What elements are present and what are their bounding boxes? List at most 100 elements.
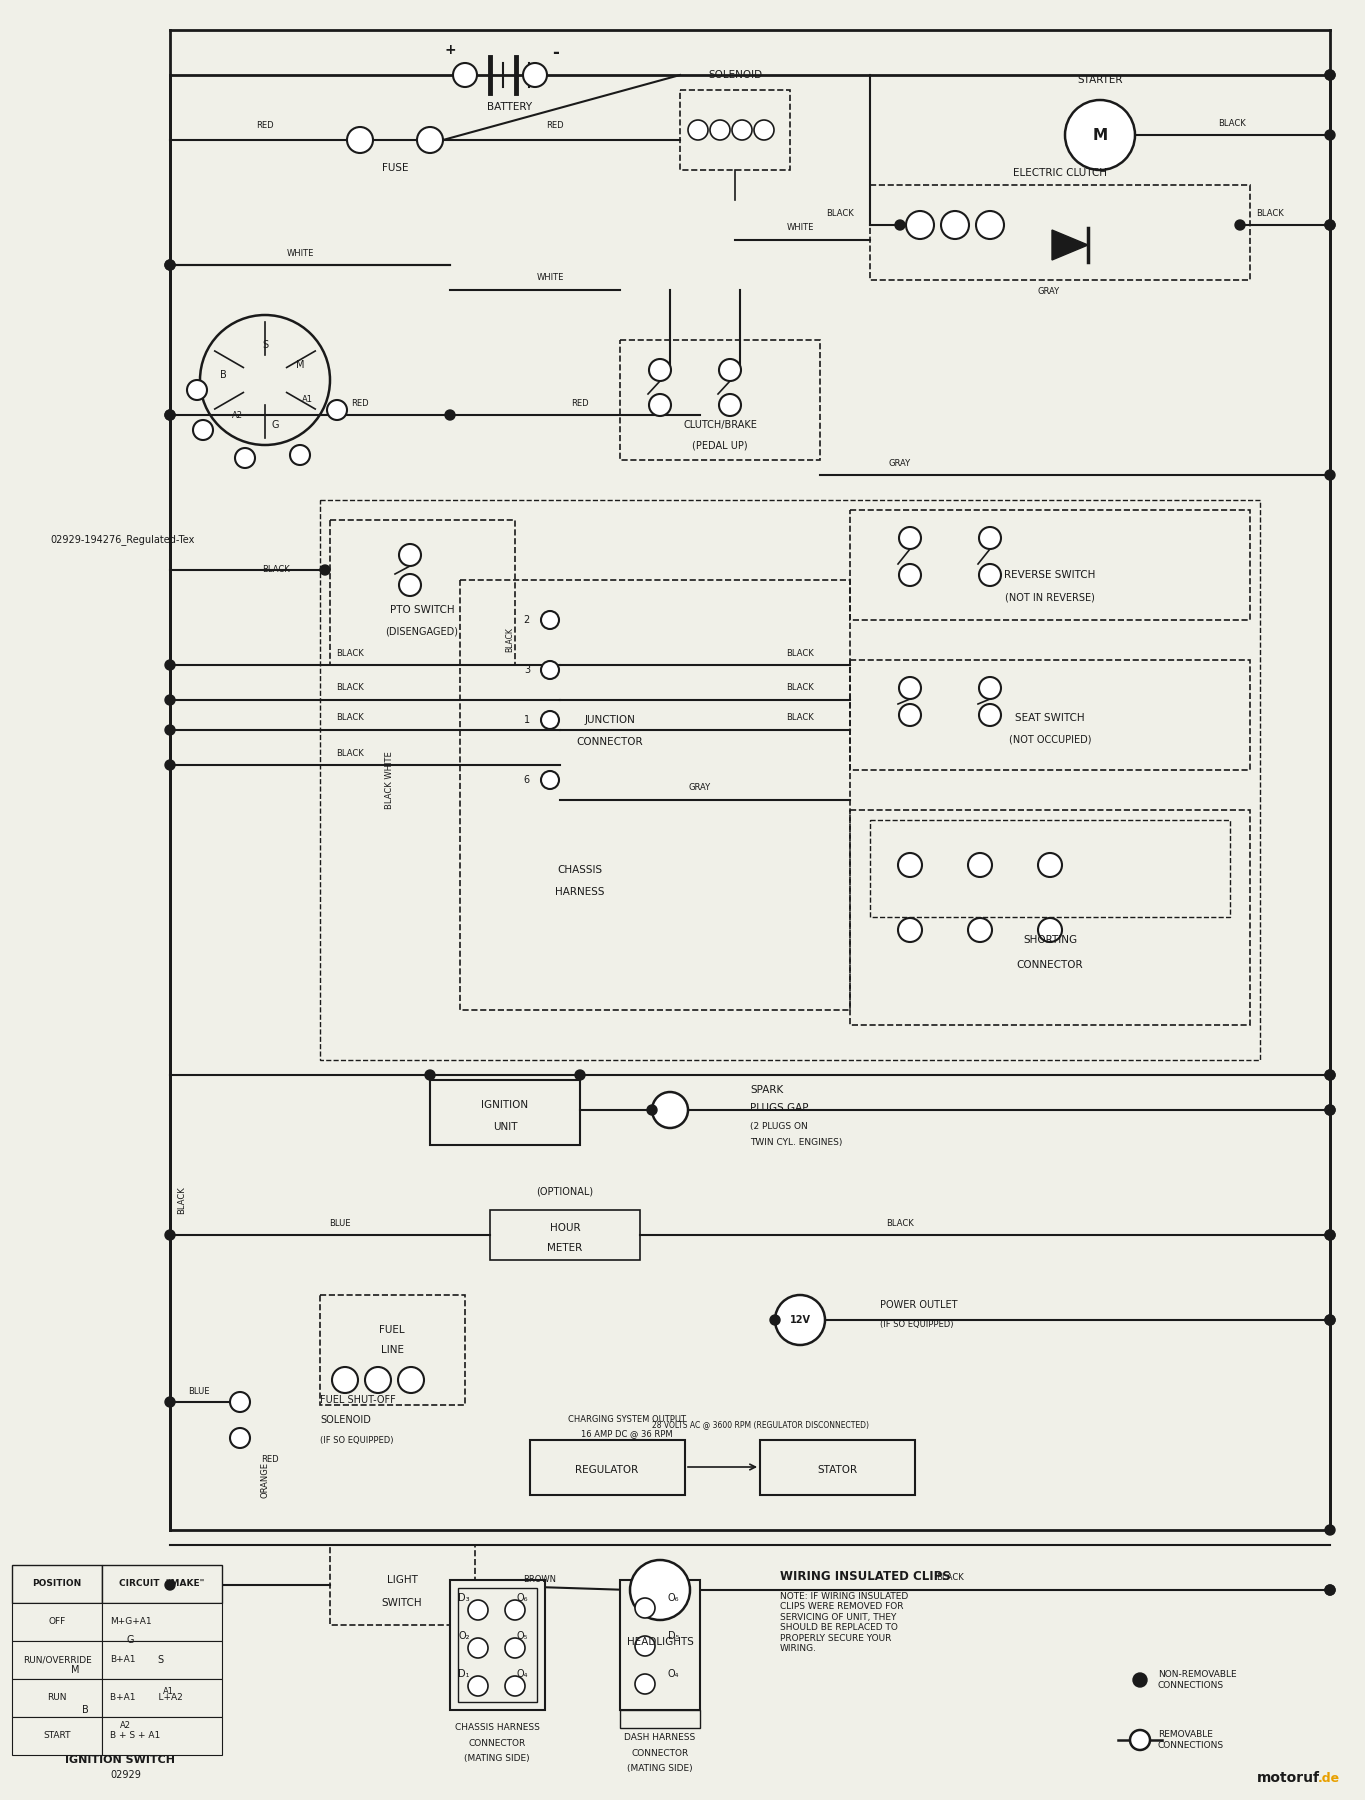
Circle shape (775, 1294, 824, 1345)
Circle shape (229, 1391, 250, 1411)
Text: RED: RED (257, 121, 274, 130)
Text: A2: A2 (120, 1721, 131, 1730)
Text: OFF: OFF (48, 1618, 66, 1627)
Text: B+A1: B+A1 (111, 1656, 135, 1665)
Circle shape (635, 1674, 655, 1694)
Bar (850, 810, 1250, 1024)
Text: IGNITION: IGNITION (482, 1100, 528, 1111)
Text: SOLENOID: SOLENOID (708, 70, 762, 79)
Text: JUNCTION: JUNCTION (584, 715, 636, 725)
Circle shape (1325, 220, 1335, 230)
Circle shape (900, 527, 921, 549)
Circle shape (1325, 130, 1335, 140)
Text: +: + (444, 43, 456, 58)
Circle shape (165, 410, 175, 419)
Circle shape (979, 563, 1001, 587)
Bar (330, 1544, 475, 1625)
Text: A2: A2 (232, 410, 243, 419)
Text: BLACK: BLACK (826, 209, 854, 218)
Circle shape (652, 1093, 688, 1129)
Text: POSITION: POSITION (33, 1580, 82, 1589)
Circle shape (906, 211, 934, 239)
Text: 12V: 12V (789, 1316, 811, 1325)
Text: GRAY: GRAY (689, 783, 711, 792)
Circle shape (895, 220, 905, 230)
Text: BLACK: BLACK (336, 749, 364, 758)
Circle shape (979, 704, 1001, 725)
Text: BLACK: BLACK (1218, 119, 1246, 128)
Circle shape (416, 128, 444, 153)
Text: PLUGS GAP: PLUGS GAP (749, 1103, 808, 1112)
Text: B: B (220, 371, 227, 380)
Text: IGNITION SWITCH: IGNITION SWITCH (66, 1755, 175, 1766)
Circle shape (635, 1598, 655, 1618)
Circle shape (1325, 1525, 1335, 1535)
Text: 16 AMP DC @ 36 RPM: 16 AMP DC @ 36 RPM (581, 1429, 673, 1438)
Text: G: G (126, 1634, 134, 1645)
Text: LINE: LINE (381, 1345, 404, 1355)
Text: WHITE: WHITE (287, 248, 314, 257)
Text: RED: RED (351, 398, 369, 407)
Text: STARTER: STARTER (1077, 76, 1123, 85)
Circle shape (575, 1069, 586, 1080)
Circle shape (1325, 1586, 1335, 1595)
Circle shape (1325, 1069, 1335, 1080)
Text: TWIN CYL. ENGINES): TWIN CYL. ENGINES) (749, 1138, 842, 1147)
Text: BLACK: BLACK (336, 713, 364, 722)
Circle shape (719, 394, 741, 416)
Circle shape (399, 1366, 425, 1393)
Bar (760, 1440, 915, 1496)
Circle shape (1325, 70, 1335, 79)
Circle shape (235, 448, 255, 468)
Text: M: M (71, 1665, 79, 1676)
Text: RED: RED (571, 398, 588, 407)
Bar (330, 520, 515, 664)
Text: RUN/OVERRIDE: RUN/OVERRIDE (23, 1656, 91, 1665)
Text: REMOVABLE
CONNECTIONS: REMOVABLE CONNECTIONS (1158, 1730, 1224, 1750)
Circle shape (364, 1366, 390, 1393)
Circle shape (1325, 1069, 1335, 1080)
Text: GRAY: GRAY (889, 459, 910, 468)
Text: (NOT OCCUPIED): (NOT OCCUPIED) (1009, 734, 1091, 745)
Circle shape (165, 1580, 175, 1589)
Text: CLUTCH/BRAKE: CLUTCH/BRAKE (682, 419, 758, 430)
Circle shape (425, 1069, 435, 1080)
Text: CONNECTOR: CONNECTOR (632, 1748, 688, 1757)
Circle shape (1325, 1229, 1335, 1240)
Text: WHITE: WHITE (786, 223, 814, 232)
Circle shape (165, 760, 175, 770)
Text: BLACK: BLACK (336, 648, 364, 657)
Text: O₂: O₂ (459, 1631, 470, 1642)
Text: BLUE: BLUE (188, 1388, 210, 1397)
Circle shape (648, 394, 672, 416)
Circle shape (770, 1316, 779, 1325)
Text: START: START (44, 1732, 71, 1741)
Text: RUN: RUN (48, 1694, 67, 1703)
Bar (430, 1080, 580, 1145)
Bar (870, 185, 1250, 281)
Circle shape (898, 918, 921, 941)
Bar (102, 1679, 222, 1717)
Text: BROWN: BROWN (524, 1575, 557, 1584)
Text: REVERSE SWITCH: REVERSE SWITCH (1005, 571, 1096, 580)
Text: (MATING SIDE): (MATING SIDE) (627, 1764, 693, 1773)
Text: SWITCH: SWITCH (382, 1598, 422, 1607)
Circle shape (1325, 1229, 1335, 1240)
Text: A1: A1 (302, 396, 313, 405)
Text: motoruf: motoruf (1257, 1771, 1320, 1786)
Text: M: M (1092, 128, 1107, 142)
Circle shape (187, 380, 207, 400)
Circle shape (541, 770, 560, 788)
Circle shape (289, 445, 310, 464)
Bar (102, 1564, 222, 1604)
Circle shape (898, 853, 921, 877)
Circle shape (505, 1600, 526, 1620)
Text: SHORTING: SHORTING (1022, 934, 1077, 945)
Circle shape (1325, 1316, 1335, 1325)
Text: NOTE: IF WIRING INSULATED
CLIPS WERE REMOVED FOR
SERVICING OF UNIT, THEY
SHOULD : NOTE: IF WIRING INSULATED CLIPS WERE REM… (779, 1591, 908, 1652)
Circle shape (1325, 1316, 1335, 1325)
Bar (459, 1588, 536, 1703)
Circle shape (165, 1229, 175, 1240)
Circle shape (1065, 101, 1136, 169)
Text: HEADLIGHTS: HEADLIGHTS (627, 1636, 693, 1647)
